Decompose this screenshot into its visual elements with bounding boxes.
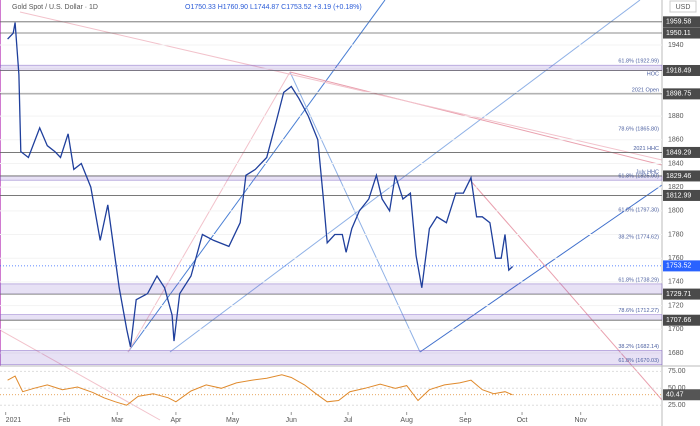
- y-tick-label: 1680: [668, 350, 684, 357]
- y-tick-label: 1780: [668, 231, 684, 238]
- price-tag: 1898.75: [666, 91, 691, 98]
- annotation: 2021 Open: [632, 87, 659, 93]
- x-tick-label: Oct: [517, 417, 528, 424]
- symbol: Gold Spot / U.S. Dollar · 1D: [12, 4, 98, 11]
- price-tag: 1753.52: [666, 263, 691, 270]
- y-tick-label: 1800: [668, 208, 684, 215]
- price-tag-box: [663, 16, 700, 28]
- zone: [0, 350, 663, 366]
- y-tick-label: 1840: [668, 160, 684, 167]
- price-tag: 1959.58: [666, 19, 691, 26]
- price-tag-box: [663, 288, 700, 300]
- y-tick-label: 50.00: [668, 385, 686, 392]
- annotation: 2021 HHC: [633, 146, 659, 152]
- price-tag: 1707.66: [666, 317, 691, 324]
- price-tag-box: [663, 64, 700, 76]
- x-tick-label: Jul: [344, 417, 353, 424]
- x-tick-label: May: [226, 417, 240, 424]
- annotation: 61.8% (1825.90): [618, 174, 659, 180]
- annotation: 61.8% (1797.30): [618, 207, 659, 213]
- price-tag: 1829.46: [666, 173, 691, 180]
- annotation: 61.8% (1738.29): [618, 277, 659, 283]
- x-tick-label: Aug: [400, 417, 413, 424]
- x-tick-label: Apr: [170, 417, 182, 424]
- annotation: 38.2% (1774.62): [618, 234, 659, 240]
- currency-box: [669, 0, 697, 13]
- x-tick-label: Sep: [459, 417, 472, 424]
- currency: USD: [676, 4, 691, 11]
- x-tick-label: Jun: [286, 417, 297, 424]
- price-tag: 1729.71: [666, 291, 691, 298]
- y-tick-label: 1740: [668, 279, 684, 286]
- x-tick-label: 2021: [6, 417, 22, 424]
- price-tag-box: [663, 170, 700, 182]
- y-tick-label: 1940: [668, 42, 684, 49]
- price-tag-box: [663, 260, 700, 272]
- ohlc: O1750.33 H1760.90 L1744.87 C1753.52 +3.1…: [185, 4, 362, 11]
- y-tick-label: 25.00: [668, 402, 686, 409]
- y-tick-label: 75.00: [668, 368, 686, 375]
- y-tick-label: 1880: [668, 113, 684, 120]
- annotation: HOC: [647, 72, 659, 78]
- price-tag: 40.47: [666, 392, 684, 399]
- zone: [0, 314, 663, 321]
- x-tick-label: Nov: [574, 417, 587, 424]
- zone: [0, 283, 663, 295]
- y-tick-label: 1700: [668, 326, 684, 333]
- annotation: 78.6% (1865.80): [618, 126, 659, 132]
- y-tick-label: 1720: [668, 302, 684, 309]
- zone: [0, 64, 663, 71]
- y-tick-label: 1760: [668, 255, 684, 262]
- x-tick-label: Feb: [58, 417, 70, 424]
- annotation: 38.2% (1682.14): [618, 344, 659, 350]
- price-tag-box: [663, 146, 700, 158]
- price-tag-box: [663, 27, 700, 39]
- price-tag: 1849.29: [666, 149, 691, 156]
- annotation: 61.8% (1922.99): [618, 59, 659, 65]
- annotation: 78.6% (1712.27): [618, 308, 659, 314]
- price-tag: 1812.99: [666, 192, 691, 199]
- y-tick-label: 1820: [668, 184, 684, 191]
- annotation: 61.8% (1670.03): [618, 358, 659, 364]
- price-tag: 1918.49: [666, 67, 691, 74]
- x-tick-label: Mar: [111, 417, 124, 424]
- series-line: [7, 22, 514, 348]
- annotation: July HHC: [636, 169, 659, 175]
- price-tag-box: [663, 314, 700, 326]
- price-tag-box: [663, 389, 700, 401]
- price-tag-box: [663, 189, 700, 201]
- price-tag: 1950.11: [666, 30, 691, 37]
- series-line: [7, 374, 513, 406]
- price-tag-box: [663, 88, 700, 100]
- zone: [0, 175, 663, 181]
- y-tick-label: 1860: [668, 137, 684, 144]
